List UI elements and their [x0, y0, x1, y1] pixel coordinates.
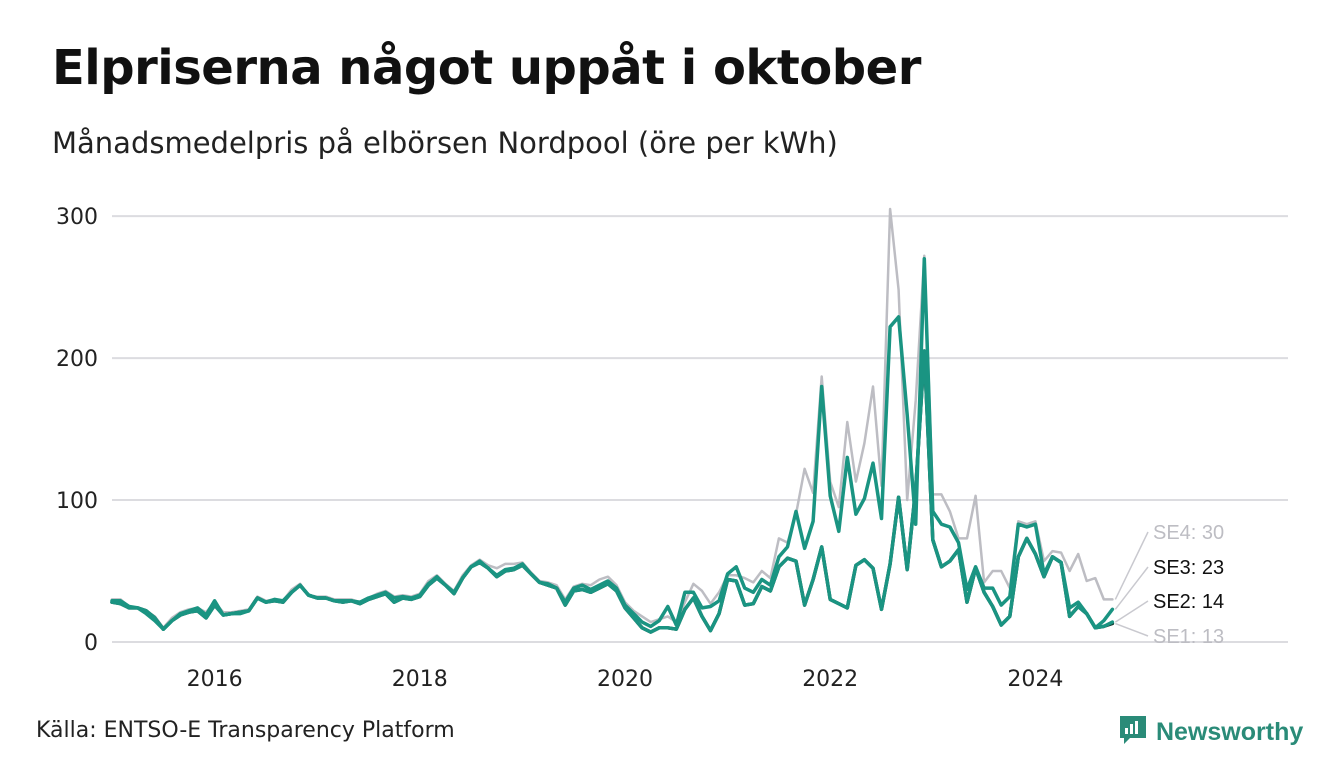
y-axis-ticks: 0 100 200 300: [56, 205, 98, 656]
page-subtitle: Månadsmedelpris på elbörsen Nordpool (ör…: [52, 126, 838, 160]
x-axis-ticks: 2016 2018 2020 2022 2024: [187, 667, 1064, 692]
leader-line-se2: [1114, 600, 1149, 623]
y-tick-label: 0: [84, 631, 98, 656]
gridlines: [112, 215, 1288, 643]
series-lines: [110, 207, 1115, 634]
brand-name: Newsworthy: [1156, 717, 1304, 746]
page-title: Elpriserna något uppåt i oktober: [52, 40, 921, 96]
newsworthy-logo-icon: [1118, 714, 1148, 750]
x-tick-label: 2018: [392, 667, 448, 692]
y-tick-label: 100: [56, 489, 98, 514]
y-tick-label: 200: [56, 347, 98, 372]
end-label-se3: SE3: 23: [1153, 557, 1224, 579]
series-line-se1: [110, 349, 1115, 634]
series-line-se3: [110, 256, 1115, 631]
end-label-se4: SE4: 30: [1153, 522, 1224, 544]
leader-line-se3: [1114, 566, 1149, 610]
leader-line-se1: [1115, 622, 1149, 637]
leader-line-se4: [1114, 531, 1149, 600]
end-labels: SE4: 30 SE3: 23 SE2: 14 SE1: 13: [1114, 522, 1224, 648]
x-tick-label: 2024: [1007, 667, 1063, 692]
end-label-se1: SE1: 13: [1153, 626, 1224, 648]
brand: Newsworthy: [1118, 714, 1303, 750]
source-note: Källa: ENTSO-E Transparency Platform: [36, 718, 455, 743]
end-label-se2: SE2: 14: [1153, 591, 1224, 613]
x-tick-label: 2016: [187, 667, 243, 692]
x-tick-label: 2020: [597, 667, 653, 692]
series-line-se2: [110, 349, 1115, 634]
x-tick-label: 2022: [802, 667, 858, 692]
y-tick-label: 300: [56, 205, 98, 230]
